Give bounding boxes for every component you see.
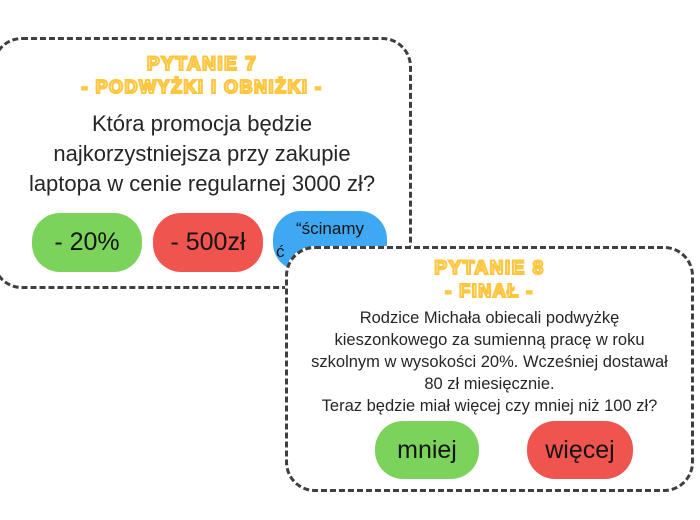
card8-question-line2: kieszonkowego za sumienną pracę w roku [334,331,645,349]
card7-answer-minus20-button[interactable]: - 20% [32,213,142,272]
card8-question-line5: Teraz będzie miał więcej czy mniej niż 1… [321,397,658,415]
card7-question-line2: najkorzystniejsza przy zakupie [53,141,351,166]
card7-question-line3: laptopa w cenie regularnej 3000 zł? [28,171,376,196]
card8-title: PYTANIE 8 [433,257,545,279]
question-card-8: PYTANIE 8 - FINAŁ - Rodzice Michała obie… [285,246,694,492]
card8-question-line4: 80 zł miesięcznie. [424,375,555,393]
card8-answer-wiecej-button[interactable]: więcej [527,421,633,479]
card8-answer-mniej-button[interactable]: mniej [375,421,479,479]
card8-subtitle: - FINAŁ - [444,280,534,302]
card7-question-line1: Która promocja będzie [91,111,313,136]
card8-question: Rodzice Michała obiecali podwyżkę kieszo… [288,307,691,417]
card7-question: Która promocja będzie najkorzystniejsza … [0,109,409,199]
card7-title: PYTANIE 7 [146,53,258,75]
card7-answer-minus500-button[interactable]: - 500zł [153,213,263,272]
card8-question-line3: szkolnym w wysokości 20%. Wcześniej dost… [311,353,668,371]
card8-question-line1: Rodzice Michała obiecali podwyżkę [359,309,620,327]
card7-answer-scinamy-label-line2: ć [276,242,285,261]
question-card-7: PYTANIE 7 - PODWYŻKI I OBNIŻKI - Która p… [0,37,412,289]
card7-answer-scinamy-label-line1: “ścinamy [295,219,364,238]
card7-subtitle: - PODWYŻKI I OBNIŻKI - [80,76,323,98]
